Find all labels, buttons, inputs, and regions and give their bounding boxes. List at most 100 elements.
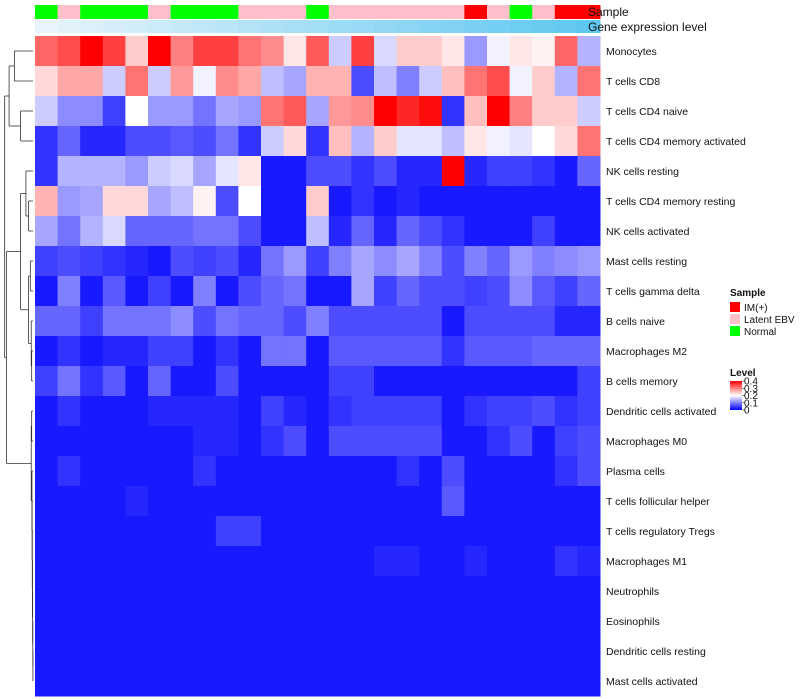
heatmap-cell — [283, 516, 307, 547]
heatmap-cell — [374, 576, 398, 607]
heatmap-cell — [125, 546, 149, 577]
sample-annotation-cell — [306, 5, 330, 19]
heatmap-cell — [374, 366, 398, 397]
heatmap-cell — [215, 156, 239, 187]
row-label: T cells gamma delta — [606, 286, 700, 298]
heatmap-cell — [170, 426, 194, 457]
heatmap-cell — [554, 636, 578, 667]
gene-expression-cell — [374, 20, 398, 33]
heatmap-cell — [35, 486, 59, 517]
heatmap-cell — [238, 246, 262, 277]
heatmap-cell — [102, 606, 126, 637]
heatmap-cell — [283, 636, 307, 667]
heatmap-cell — [102, 66, 126, 97]
heatmap-cell — [125, 156, 149, 187]
heatmap-cell — [374, 666, 398, 697]
heatmap-cell — [554, 426, 578, 457]
heatmap-cell — [306, 576, 330, 607]
heatmap-cell — [170, 606, 194, 637]
heatmap-cell — [351, 306, 375, 337]
gene-expression-annotation-label: Gene expression level — [588, 20, 707, 34]
sample-annotation-cell — [125, 5, 149, 19]
heatmap-cell — [328, 216, 352, 247]
heatmap-cell — [374, 156, 398, 187]
heatmap-cell — [57, 246, 81, 277]
sample-annotation-cell — [464, 5, 488, 19]
gene-expression-cell — [328, 20, 352, 33]
heatmap-cell — [396, 486, 420, 517]
heatmap-cell — [193, 66, 217, 97]
heatmap-cell — [170, 246, 194, 277]
heatmap-cell — [170, 336, 194, 367]
heatmap-cell — [374, 636, 398, 667]
heatmap-cell — [306, 366, 330, 397]
heatmap-cell — [396, 366, 420, 397]
heatmap-cell — [193, 126, 217, 157]
heatmap-cell — [464, 486, 488, 517]
heatmap-cell — [35, 516, 59, 547]
heatmap-cell — [35, 426, 59, 457]
heatmap-cell — [374, 486, 398, 517]
heatmap-cell — [238, 546, 262, 577]
heatmap-cell — [441, 126, 465, 157]
heatmap-cell — [396, 246, 420, 277]
heatmap-cell — [261, 306, 285, 337]
heatmap-cell — [193, 516, 217, 547]
heatmap-cell — [102, 36, 126, 67]
heatmap-cell — [328, 606, 352, 637]
heatmap-cell — [148, 66, 172, 97]
heatmap-cell — [532, 126, 556, 157]
row-label: Mast cells activated — [606, 676, 698, 688]
heatmap-cell — [148, 396, 172, 427]
row-label: NK cells resting — [606, 166, 679, 178]
heatmap-cell — [487, 216, 511, 247]
heatmap-cell — [532, 666, 556, 697]
heatmap-cell — [351, 606, 375, 637]
sample-annotation-cell — [554, 5, 578, 19]
heatmap-cell — [215, 636, 239, 667]
sample-annotation-cell — [80, 5, 104, 19]
heatmap-cell — [419, 546, 443, 577]
heatmap-cell — [57, 36, 81, 67]
heatmap-cell — [351, 666, 375, 697]
heatmap-cell — [487, 96, 511, 127]
heatmap-cell — [80, 336, 104, 367]
sample-annotation-cell — [102, 5, 126, 19]
heatmap-cell — [487, 516, 511, 547]
heatmap-cell — [57, 516, 81, 547]
heatmap-cell — [215, 666, 239, 697]
heatmap-cell — [238, 126, 262, 157]
heatmap-cell — [509, 336, 533, 367]
heatmap-cell — [170, 126, 194, 157]
heatmap-cell — [464, 546, 488, 577]
heatmap-cell — [57, 546, 81, 577]
heatmap-cell — [532, 96, 556, 127]
heatmap-cell — [509, 516, 533, 547]
heatmap-cell — [577, 216, 601, 247]
sample-annotation-cell — [328, 5, 352, 19]
heatmap-cell — [306, 486, 330, 517]
heatmap-cell — [238, 36, 262, 67]
heatmap-cell — [283, 366, 307, 397]
heatmap-cell — [170, 576, 194, 607]
heatmap-cell — [170, 366, 194, 397]
heatmap-cell — [487, 246, 511, 277]
heatmap-cell — [170, 666, 194, 697]
row-label: T cells follicular helper — [606, 496, 710, 508]
heatmap-cell — [419, 576, 443, 607]
heatmap-cell — [35, 336, 59, 367]
heatmap-cell — [238, 66, 262, 97]
heatmap-cell — [328, 396, 352, 427]
heatmap-cell — [419, 666, 443, 697]
heatmap-cell — [193, 306, 217, 337]
heatmap-cell — [441, 486, 465, 517]
heatmap-cell — [148, 426, 172, 457]
heatmap-cell — [102, 366, 126, 397]
row-label: T cells CD4 memory activated — [606, 136, 746, 148]
heatmap-cell — [419, 276, 443, 307]
heatmap-cell — [464, 456, 488, 487]
heatmap-cell — [57, 186, 81, 217]
heatmap-cell — [57, 156, 81, 187]
heatmap-cell — [283, 246, 307, 277]
